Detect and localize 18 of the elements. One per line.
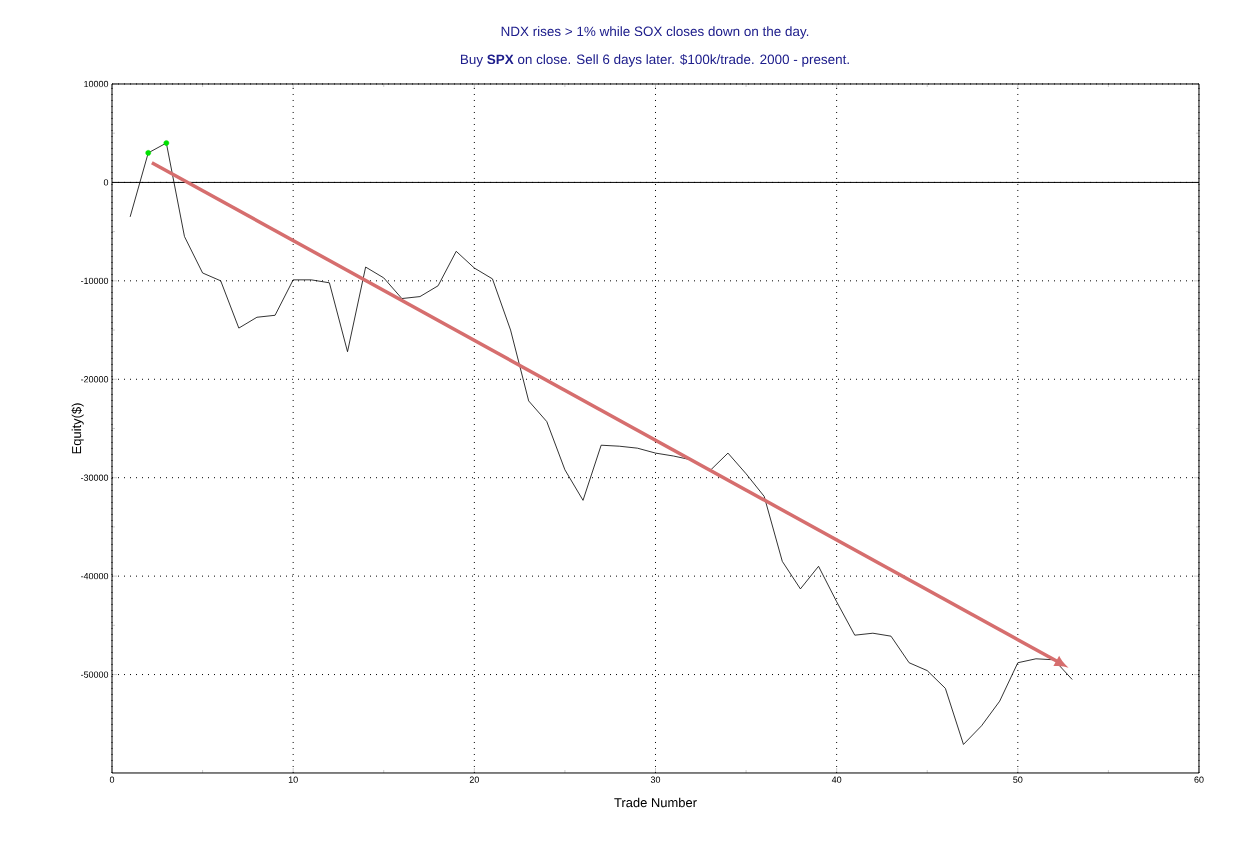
y-axis-title: Equity($) — [71, 403, 84, 454]
y-tick-label: 0 — [103, 179, 109, 186]
y-tick-label: -20000 — [80, 376, 109, 383]
x-tick-label: 30 — [650, 776, 661, 783]
y-tick-label: -40000 — [80, 572, 109, 580]
x-tick-label: 20 — [469, 776, 479, 783]
y-tick-label: 10000 — [84, 80, 109, 88]
x-tick-label: 0 — [109, 776, 115, 783]
x-tick-label: 10 — [288, 776, 298, 783]
chart-subtitle: Buy SPX on close. Sell 6 days later. $100k/trade. 2000 - present. — [460, 54, 849, 67]
chart-title: NDX rises > 1% while SOX closes down on the day. — [501, 26, 809, 39]
y-tick-label: -10000 — [80, 277, 109, 285]
x-tick-label: 40 — [831, 776, 842, 783]
x-tick-label: 50 — [1013, 776, 1023, 783]
y-tick-label: -50000 — [80, 671, 109, 678]
y-tick-label: -30000 — [80, 474, 109, 481]
x-axis-title: Trade Number — [614, 797, 697, 808]
x-tick-label: 60 — [1194, 776, 1204, 783]
